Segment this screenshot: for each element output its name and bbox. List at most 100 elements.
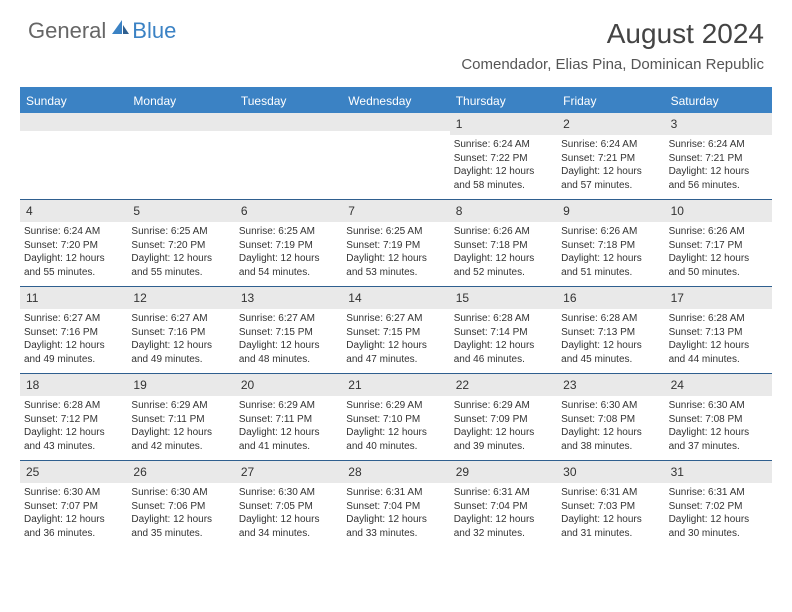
calendar: Sunday Monday Tuesday Wednesday Thursday… — [20, 87, 772, 547]
day-number: 24 — [671, 378, 684, 392]
calendar-week-row: 1Sunrise: 6:24 AMSunset: 7:22 PMDaylight… — [20, 113, 772, 200]
calendar-day-cell: 12Sunrise: 6:27 AMSunset: 7:16 PMDayligh… — [127, 287, 234, 373]
day-number-bar: 2 — [557, 113, 664, 135]
day-number-bar: 17 — [665, 287, 772, 309]
day-number: 23 — [563, 378, 576, 392]
weekday-header-row: Sunday Monday Tuesday Wednesday Thursday… — [20, 89, 772, 113]
day-number: 14 — [348, 291, 361, 305]
calendar-day-cell: 21Sunrise: 6:29 AMSunset: 7:10 PMDayligh… — [342, 374, 449, 460]
weekday-header: Tuesday — [235, 89, 342, 113]
weekday-header: Saturday — [665, 89, 772, 113]
day-number: 15 — [456, 291, 469, 305]
weekday-header: Monday — [127, 89, 234, 113]
day-number: 3 — [671, 117, 678, 131]
day-number: 26 — [133, 465, 146, 479]
weekday-header: Thursday — [450, 89, 557, 113]
day-number: 7 — [348, 204, 355, 218]
day-number-bar: 21 — [342, 374, 449, 396]
day-info: Sunrise: 6:31 AMSunset: 7:03 PMDaylight:… — [561, 486, 660, 540]
day-number-bar: 25 — [20, 461, 127, 483]
day-number: 11 — [26, 291, 38, 305]
day-number-bar: 18 — [20, 374, 127, 396]
calendar-day-cell: 26Sunrise: 6:30 AMSunset: 7:06 PMDayligh… — [127, 461, 234, 547]
calendar-day-cell — [20, 113, 127, 199]
day-number: 21 — [348, 378, 361, 392]
calendar-week-row: 4 Sunrise: 6:24 AMSunset: 7:20 PMDaylight… — [20, 200, 772, 287]
calendar-day-cell: 27Sunrise: 6:30 AMSunset: 7:05 PMDayligh… — [235, 461, 342, 547]
calendar-day-cell — [342, 113, 449, 199]
calendar-day-cell: 7Sunrise: 6:25 AMSunset: 7:19 PMDaylight… — [342, 200, 449, 286]
day-info: Sunrise: 6:29 AMSunset: 7:09 PMDaylight:… — [454, 399, 553, 453]
calendar-day-cell: 17 Sunrise: 6:28 AMSunset: 7:13 PMDayligh… — [665, 287, 772, 373]
day-number: 9 — [563, 204, 570, 218]
day-number: 28 — [348, 465, 361, 479]
calendar-day-cell: 31 Sunrise: 6:31 AMSunset: 7:02 PMDayligh… — [665, 461, 772, 547]
day-number-bar: 23 — [557, 374, 664, 396]
day-number-bar: 3 — [665, 113, 772, 135]
day-info: Sunrise: 6:28 AMSunset: 7:13 PMDaylight:… — [561, 312, 660, 366]
day-number-bar: 9 — [557, 200, 664, 222]
day-info: Sunrise: 6:24 AMSunset: 7:20 PMDaylight:… — [24, 225, 123, 279]
day-info: Sunrise: 6:26 AMSunset: 7:17 PMDaylight:… — [669, 225, 768, 279]
day-number: 17 — [671, 291, 684, 305]
day-info: Sunrise: 6:27 AMSunset: 7:15 PMDaylight:… — [346, 312, 445, 366]
day-number-bar: 1 — [450, 113, 557, 135]
calendar-day-cell: 6 Sunrise: 6:25 AMSunset: 7:19 PMDaylight… — [235, 200, 342, 286]
calendar-day-cell: 5Sunrise: 6:25 AMSunset: 7:20 PMDaylight… — [127, 200, 234, 286]
day-number-bar: 10 — [665, 200, 772, 222]
day-number-bar: 14 — [342, 287, 449, 309]
day-info: Sunrise: 6:24 AMSunset: 7:21 PMDaylight:… — [669, 138, 768, 192]
day-number-bar: 12 — [127, 287, 234, 309]
calendar-day-cell: 8 Sunrise: 6:26 AMSunset: 7:18 PMDaylight… — [450, 200, 557, 286]
calendar-day-cell: 25 Sunrise: 6:30 AMSunset: 7:07 PMDayligh… — [20, 461, 127, 547]
calendar-day-cell: 14 Sunrise: 6:27 AMSunset: 7:15 PMDayligh… — [342, 287, 449, 373]
day-info: Sunrise: 6:27 AMSunset: 7:15 PMDaylight:… — [239, 312, 338, 366]
day-number-bar: 28 — [342, 461, 449, 483]
day-number: 6 — [241, 204, 248, 218]
location-subtitle: Comendador, Elias Pina, Dominican Republ… — [461, 56, 764, 73]
day-number-bar: 29 — [450, 461, 557, 483]
day-info: Sunrise: 6:30 AMSunset: 7:05 PMDaylight:… — [239, 486, 338, 540]
calendar-day-cell: 24 Sunrise: 6:30 AMSunset: 7:08 PMDayligh… — [665, 374, 772, 460]
day-info: Sunrise: 6:30 AMSunset: 7:08 PMDaylight:… — [669, 399, 768, 453]
day-number-bar: 8 — [450, 200, 557, 222]
calendar-day-cell: 28 Sunrise: 6:31 AMSunset: 7:04 PMDayligh… — [342, 461, 449, 547]
calendar-week-row: 11Sunrise: 6:27 AMSunset: 7:16 PMDayligh… — [20, 287, 772, 374]
day-info: Sunrise: 6:31 AMSunset: 7:04 PMDaylight:… — [454, 486, 553, 540]
calendar-day-cell — [235, 113, 342, 199]
calendar-day-cell: 18 Sunrise: 6:28 AMSunset: 7:12 PMDayligh… — [20, 374, 127, 460]
calendar-week-row: 18 Sunrise: 6:28 AMSunset: 7:12 PMDayligh… — [20, 374, 772, 461]
weekday-header: Wednesday — [342, 89, 449, 113]
day-number-bar — [127, 113, 234, 131]
day-number-bar — [342, 113, 449, 131]
day-number-bar: 16 — [557, 287, 664, 309]
calendar-week-row: 25 Sunrise: 6:30 AMSunset: 7:07 PMDayligh… — [20, 461, 772, 547]
day-info: Sunrise: 6:30 AMSunset: 7:07 PMDaylight:… — [24, 486, 123, 540]
day-info: Sunrise: 6:28 AMSunset: 7:12 PMDaylight:… — [24, 399, 123, 453]
day-number: 8 — [456, 204, 463, 218]
day-number: 13 — [241, 291, 254, 305]
day-info: Sunrise: 6:30 AMSunset: 7:08 PMDaylight:… — [561, 399, 660, 453]
logo: General Blue — [28, 18, 176, 44]
calendar-day-cell: 20 Sunrise: 6:29 AMSunset: 7:11 PMDayligh… — [235, 374, 342, 460]
day-number-bar: 24 — [665, 374, 772, 396]
day-number: 18 — [26, 378, 39, 392]
day-number: 31 — [671, 465, 684, 479]
weekday-header: Friday — [557, 89, 664, 113]
day-info: Sunrise: 6:31 AMSunset: 7:04 PMDaylight:… — [346, 486, 445, 540]
calendar-day-cell: 3 Sunrise: 6:24 AMSunset: 7:21 PMDaylight… — [665, 113, 772, 199]
calendar-day-cell: 2Sunrise: 6:24 AMSunset: 7:21 PMDaylight… — [557, 113, 664, 199]
calendar-day-cell: 13 Sunrise: 6:27 AMSunset: 7:15 PMDayligh… — [235, 287, 342, 373]
day-number: 10 — [671, 204, 684, 218]
day-number-bar — [20, 113, 127, 131]
day-info: Sunrise: 6:28 AMSunset: 7:13 PMDaylight:… — [669, 312, 768, 366]
day-number: 19 — [133, 378, 146, 392]
day-info: Sunrise: 6:29 AMSunset: 7:11 PMDaylight:… — [239, 399, 338, 453]
day-info: Sunrise: 6:31 AMSunset: 7:02 PMDaylight:… — [669, 486, 768, 540]
day-number-bar — [235, 113, 342, 131]
day-info: Sunrise: 6:25 AMSunset: 7:19 PMDaylight:… — [239, 225, 338, 279]
day-info: Sunrise: 6:26 AMSunset: 7:18 PMDaylight:… — [454, 225, 553, 279]
day-number: 4 — [26, 204, 33, 218]
day-number: 20 — [241, 378, 254, 392]
calendar-day-cell: 9Sunrise: 6:26 AMSunset: 7:18 PMDaylight… — [557, 200, 664, 286]
